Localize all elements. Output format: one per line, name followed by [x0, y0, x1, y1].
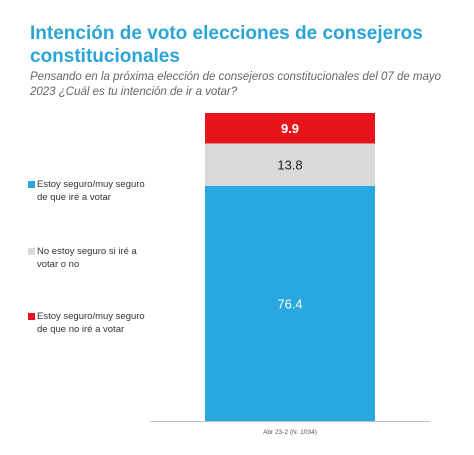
bar-segment-1: [205, 185, 375, 421]
legend-label: Estoy seguro/muy seguro de que iré a vot…: [37, 179, 145, 203]
legend-swatch: [28, 313, 35, 320]
legend-swatch: [28, 248, 35, 255]
data-label-1: 76.4: [277, 296, 302, 311]
legend-label: No estoy seguro si iré a votar o no: [37, 246, 137, 270]
legend-swatch: [28, 181, 35, 188]
bar-segment-2: [205, 143, 375, 186]
legend-label: Estoy seguro/muy seguro de que no iré a …: [37, 311, 145, 335]
bar-segment-3: [205, 113, 375, 144]
data-label-2: 13.8: [277, 158, 302, 173]
chart-subtitle: Pensando en la próxima elección de conse…: [30, 71, 442, 98]
data-label-3: 9.9: [281, 121, 299, 136]
x-tick-label: Abr 23-2 (N: 1034): [263, 429, 317, 436]
chart-title: Intención de voto elecciones de consejer…: [30, 23, 423, 67]
